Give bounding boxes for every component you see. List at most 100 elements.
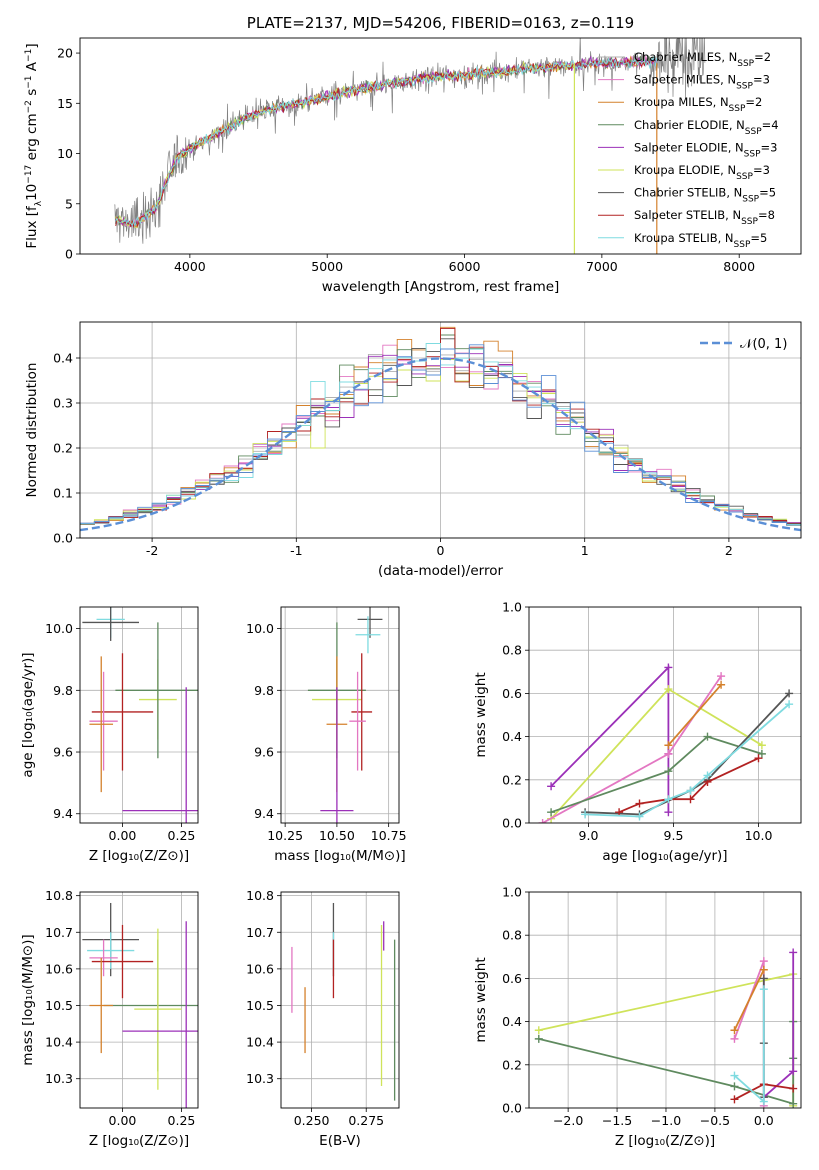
axes-frame: [79, 606, 199, 824]
y-tick-label: 0.6: [502, 686, 522, 701]
weight-marker: [717, 672, 726, 681]
x-tick-label: 0: [437, 543, 445, 558]
error-bar-point: [122, 687, 198, 823]
x-tick-label: 0.25: [168, 1113, 196, 1128]
y-tick-label: 9.8: [254, 683, 274, 698]
plot-area: [114, 38, 706, 254]
x-tick-label: 9.5: [664, 828, 684, 843]
y-tick-label: 9.6: [254, 745, 274, 760]
y-tick-label: 0.6: [502, 971, 522, 986]
panel-1: -2 -1 0 1 2 0.0 0.1 0.2 0.3 0.4 (data-model)/error…: [24, 321, 802, 579]
weight-marker: [730, 1095, 739, 1104]
y-tick-label: 9.6: [53, 745, 73, 760]
weight-marker: [581, 810, 590, 819]
weight-marker: [664, 795, 673, 804]
y-tick-label: 0.8: [502, 928, 522, 943]
error-bar-point: [82, 607, 139, 641]
y-tick-label: 10.5: [246, 998, 274, 1013]
weight-marker: [730, 1071, 739, 1080]
panel-4: 9.0 9.5 10.0 0.0 0.2 0.4 0.6 0.8 1.0 age [log₁₀(a…: [473, 600, 802, 864]
y-tick-label: 10.7: [246, 925, 274, 940]
x-tick-label: 5000: [311, 259, 343, 274]
error-bar-point: [89, 957, 114, 1054]
weight-marker: [703, 771, 712, 780]
y-tick-label: 0.0: [502, 816, 522, 831]
plot-area: [281, 607, 399, 823]
y-tick-label: 10.7: [45, 925, 73, 940]
error-bar-point: [89, 939, 118, 977]
weight-line: [550, 735, 763, 814]
weight-marker: [757, 741, 766, 750]
weight-line: [667, 684, 722, 746]
weight-marker: [759, 965, 768, 974]
weight-marker: [538, 819, 547, 823]
error-bar-point: [115, 622, 198, 759]
error-bar-point: [122, 921, 198, 1108]
observed-spectrum: [114, 38, 706, 244]
weight-marker: [730, 1082, 739, 1091]
y-tick-label: 5: [65, 196, 73, 211]
weight-series: [538, 672, 726, 823]
weight-marker: [785, 700, 794, 709]
weight-marker: [759, 957, 768, 966]
plot-area: [529, 607, 801, 823]
legend-entry: Salpeter STELIB, NSSP=8: [634, 208, 775, 227]
error-bar-point: [91, 924, 154, 999]
chart-title: PLATE=2137, MJD=54206, FIBERID=0163, z=0…: [247, 14, 634, 32]
x-axis-label: E(B-V): [319, 1133, 361, 1149]
weight-marker: [759, 985, 768, 994]
y-tick-label: 10.4: [246, 1035, 274, 1050]
legend-entry: 𝒩(0, 1): [740, 337, 787, 352]
histogram-series: [80, 344, 801, 526]
axes-frame: [79, 891, 199, 1109]
weight-marker: [664, 749, 673, 758]
y-tick-label: 20: [57, 46, 73, 61]
y-tick-label: 1.0: [502, 885, 522, 900]
y-tick-label: 9.4: [53, 806, 73, 821]
legend-entry: Kroupa STELIB, NSSP=5: [634, 231, 767, 250]
weight-marker: [789, 1099, 798, 1108]
legend-entry: Chabrier MILES, NSSP=2: [634, 50, 771, 69]
weight-marker: [686, 786, 695, 795]
weight-marker: [664, 741, 673, 750]
x-axis-label: Z [log₁₀(Z/Z⊙)]: [89, 848, 189, 864]
weight-series: [730, 985, 768, 1106]
x-tick-label: −1.0: [651, 1113, 681, 1128]
y-tick-label: 0.0: [53, 531, 73, 546]
error-bar-point: [89, 671, 118, 771]
legend-entry: Kroupa MILES, NSSP=2: [634, 95, 762, 114]
y-tick-label: 0.3: [53, 396, 73, 411]
y-tick-label: 10: [57, 146, 73, 161]
x-tick-label: 0.00: [109, 1113, 137, 1128]
weight-marker: [635, 812, 644, 821]
weight-marker: [757, 749, 766, 758]
x-tick-label: 0.0: [754, 1113, 774, 1128]
x-tick-label: 0.25: [168, 828, 196, 843]
plot-area: [281, 892, 399, 1108]
panel-0: 4000 5000 6000 7000 8000 0 5 10 15 20 wavelength […: [24, 14, 802, 295]
x-tick-label: 10.50: [319, 828, 355, 843]
weight-series: [581, 700, 794, 821]
weight-marker: [534, 1026, 543, 1035]
x-axis-label: age [log₁₀(age/yr)]: [602, 848, 727, 864]
weight-series: [615, 754, 763, 817]
weight-marker: [547, 782, 556, 791]
weight-series: [547, 732, 766, 817]
legend-entry: Kroupa ELODIE, NSSP=3: [634, 163, 770, 182]
y-axis-label: mass weight: [473, 957, 489, 1042]
x-axis-label: wavelength [Angstrom, rest frame]: [322, 279, 560, 295]
weight-line: [733, 969, 765, 1031]
axes-frame: [79, 37, 802, 255]
y-tick-label: 0.2: [502, 772, 522, 787]
y-axis-label: mass [log₁₀(M/M⊙)]: [20, 934, 36, 1065]
y-axis-label: age [log₁₀(age/yr)]: [20, 652, 36, 777]
y-tick-label: 10.3: [246, 1071, 274, 1086]
x-tick-label: 2: [725, 543, 733, 558]
weight-marker: [730, 1034, 739, 1043]
panel-7: −2.0 −1.5 −1.0 −0.5 0.0 0.0 0.2 0.4 0.6 0.8 1.0 Z […: [473, 885, 802, 1149]
weight-marker: [664, 663, 673, 672]
x-tick-label: 0.275: [348, 1113, 384, 1128]
y-tick-label: 10.3: [45, 1071, 73, 1086]
y-tick-label: 1.0: [502, 600, 522, 615]
